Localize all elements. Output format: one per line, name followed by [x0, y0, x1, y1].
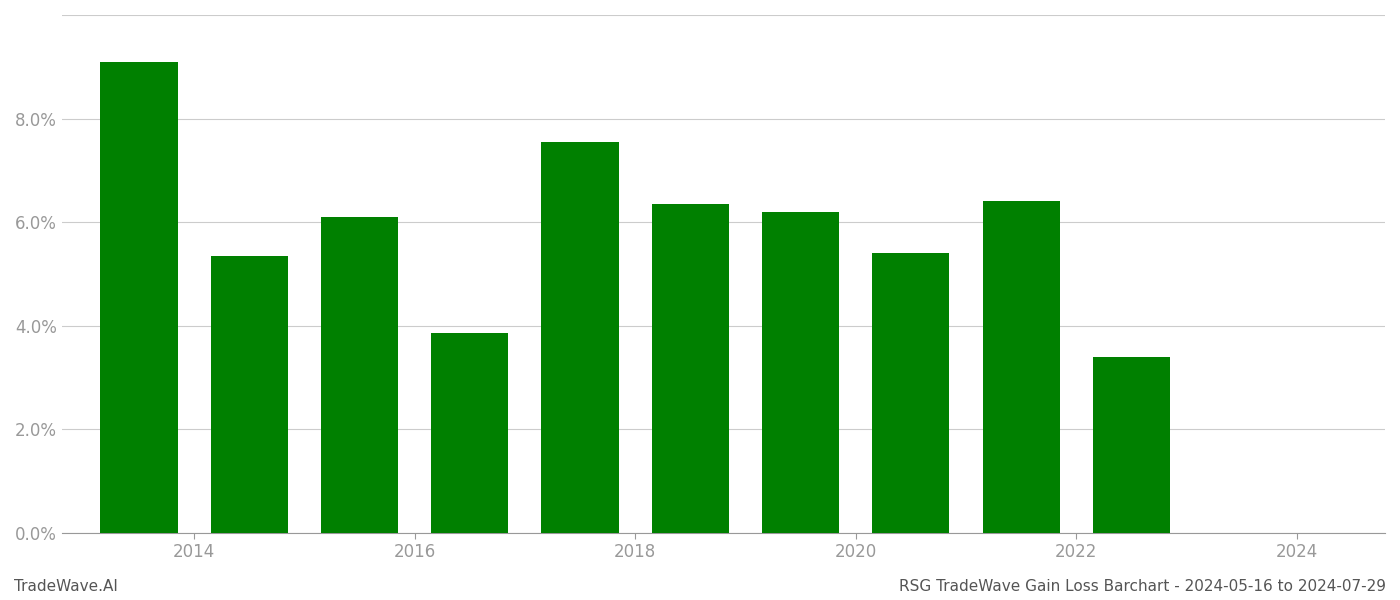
Bar [762, 212, 839, 533]
Text: RSG TradeWave Gain Loss Barchart - 2024-05-16 to 2024-07-29: RSG TradeWave Gain Loss Barchart - 2024-… [899, 579, 1386, 594]
Bar [101, 62, 178, 533]
Bar [983, 202, 1060, 533]
Bar [431, 334, 508, 533]
Bar [1093, 356, 1170, 533]
Bar [872, 253, 949, 533]
Bar [652, 204, 729, 533]
Bar [211, 256, 288, 533]
Bar [542, 142, 619, 533]
Text: TradeWave.AI: TradeWave.AI [14, 579, 118, 594]
Bar [321, 217, 398, 533]
